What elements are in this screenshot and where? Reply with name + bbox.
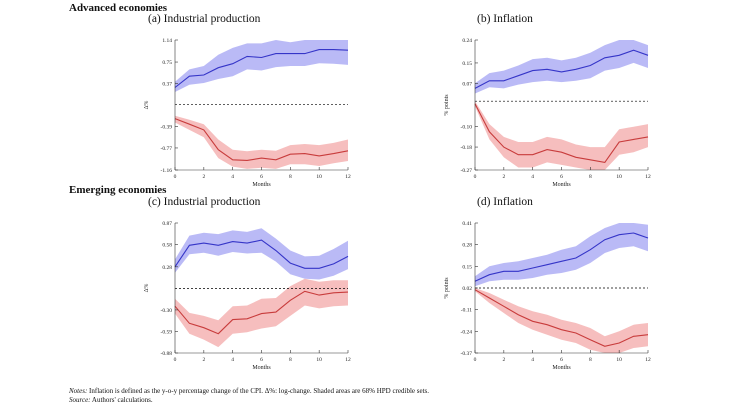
chart-a-xtick-label: 0 bbox=[174, 174, 177, 180]
chart-a-ytick-label: -0.77 bbox=[161, 146, 173, 152]
chart-d-xtick-label: 12 bbox=[645, 357, 651, 363]
chart-b-ylabel: % points bbox=[444, 94, 450, 116]
chart-b-ytick-label: 0.07 bbox=[462, 81, 472, 87]
chart-d-xtick-label: 2 bbox=[502, 357, 505, 363]
panel-title-a: (a) Industrial production bbox=[148, 13, 261, 25]
chart-a-xtick-label: 8 bbox=[289, 174, 292, 180]
chart-a-ytick-label: -1.16 bbox=[161, 168, 173, 174]
chart-b-xtick-label: 0 bbox=[474, 174, 477, 180]
chart-a-negative-band bbox=[175, 115, 348, 169]
section-title-advanced: Advanced economies bbox=[69, 2, 168, 14]
chart-a-ytick-label: 0.75 bbox=[162, 60, 172, 66]
chart-c-ytick-label: 0.58 bbox=[162, 243, 172, 249]
chart-c-xtick-label: 6 bbox=[260, 357, 263, 363]
chart-c-xtick-label: 2 bbox=[202, 357, 205, 363]
chart-b-positive-line bbox=[474, 49, 649, 89]
notes-label: Notes: bbox=[69, 387, 88, 395]
chart-b: -0.27 -0.18 -0.10 0.07 0.15 0.24 0 2 4 6 8 10 12 Mont… bbox=[444, 38, 651, 188]
chart-a-xtick-label: 2 bbox=[202, 174, 205, 180]
chart-d-negative-band bbox=[475, 288, 648, 353]
chart-a-positive-band bbox=[175, 40, 348, 92]
chart-b-ytick-label: -0.18 bbox=[461, 145, 473, 151]
chart-d-ytick-label: 0.02 bbox=[462, 286, 472, 292]
chart-c-xtick-label: 12 bbox=[345, 357, 351, 363]
notes-text: Inflation is defined as the y-o-y percen… bbox=[89, 387, 430, 395]
chart-b-negative-line bbox=[474, 103, 649, 164]
panel-title-d: (d) Inflation bbox=[477, 196, 533, 208]
chart-b-negative-band bbox=[475, 101, 648, 170]
chart-d-xtick-label: 10 bbox=[616, 357, 622, 363]
chart-d: -0.37 -0.24 -0.11 0.02 0.15 0.28 0.41 0 2 4 6 8 10 12… bbox=[444, 221, 651, 371]
chart-d-xtick-label: 0 bbox=[474, 357, 477, 363]
chart-c-ytick-label: 0.28 bbox=[162, 265, 172, 271]
chart-a-xtick-label: 6 bbox=[260, 174, 263, 180]
chart-d-ytick-label: -0.11 bbox=[461, 308, 473, 314]
chart-c-positive-line bbox=[174, 239, 349, 269]
chart-b-xlabel: Months bbox=[552, 182, 571, 188]
chart-b-ytick-label: 0.24 bbox=[462, 38, 472, 44]
chart-d-ytick-label: 0.41 bbox=[462, 221, 472, 227]
chart-b-ytick-label: -0.27 bbox=[461, 168, 473, 174]
chart-c-negative-band bbox=[175, 278, 348, 348]
chart-c-ylabel: Δ% bbox=[144, 284, 150, 293]
chart-a-ytick-label: -0.39 bbox=[161, 124, 173, 130]
chart-b-xtick-label: 10 bbox=[616, 174, 622, 180]
chart-d-ytick-label: 0.15 bbox=[462, 264, 472, 270]
chart-a-ylabel: Δ% bbox=[144, 101, 150, 110]
chart-b-ytick-label: -0.10 bbox=[461, 125, 473, 131]
chart-c-negative-line bbox=[174, 290, 349, 335]
panel-title-c: (c) Industrial production bbox=[148, 196, 261, 208]
chart-c-xtick-label: 0 bbox=[174, 357, 177, 363]
chart-c-positive-band bbox=[175, 228, 348, 280]
chart-d-ytick-label: 0.28 bbox=[462, 243, 472, 249]
chart-d-xlabel: Months bbox=[552, 365, 571, 371]
chart-a-xtick-label: 4 bbox=[231, 174, 234, 180]
chart-d-xtick-label: 6 bbox=[560, 357, 563, 363]
chart-b-xtick-label: 6 bbox=[560, 174, 563, 180]
chart-a-ytick-label: 0.37 bbox=[162, 82, 172, 88]
chart-b-xtick-label: 8 bbox=[589, 174, 592, 180]
chart-d-ytick-label: -0.24 bbox=[461, 329, 473, 335]
chart-d-ytick-label: -0.37 bbox=[461, 351, 473, 357]
chart-b-xtick-label: 2 bbox=[502, 174, 505, 180]
chart-a: -1.16 -0.77 -0.39 0.37 0.75 1.14 0 2 4 6 8 10 12 Mont… bbox=[144, 38, 351, 188]
chart-c-xtick-label: 10 bbox=[316, 357, 322, 363]
chart-a-xlabel: Months bbox=[252, 182, 271, 188]
chart-c-ytick-label: -0.59 bbox=[161, 329, 173, 335]
section-title-emerging: Emerging economies bbox=[69, 184, 167, 196]
chart-c-ytick-label: -0.88 bbox=[161, 351, 173, 357]
chart-d-negative-line bbox=[474, 289, 649, 347]
panel-title-b: (b) Inflation bbox=[477, 13, 533, 25]
chart-d-positive-line bbox=[474, 232, 649, 282]
source-text: Authors' calculations. bbox=[91, 396, 153, 404]
chart-c-ytick-label: 0.87 bbox=[162, 221, 172, 227]
source-label: Source: bbox=[69, 396, 91, 404]
chart-d-positive-band bbox=[475, 223, 648, 287]
chart-a-ytick-label: 1.14 bbox=[162, 38, 172, 44]
chart-d-ylabel: % points bbox=[444, 277, 450, 299]
chart-d-xtick-label: 8 bbox=[589, 357, 592, 363]
chart-a-negative-line bbox=[174, 118, 349, 161]
chart-c-xtick-label: 8 bbox=[289, 357, 292, 363]
chart-c-xlabel: Months bbox=[252, 365, 271, 371]
chart-c: -0.88 -0.59 -0.30 0.28 0.58 0.87 0 2 4 6 8 10 12 Mont… bbox=[144, 221, 351, 371]
chart-b-xtick-label: 4 bbox=[531, 174, 534, 180]
chart-c-xtick-label: 4 bbox=[231, 357, 234, 363]
chart-a-xtick-label: 10 bbox=[316, 174, 322, 180]
chart-d-xtick-label: 4 bbox=[531, 357, 534, 363]
chart-a-xtick-label: 12 bbox=[345, 174, 351, 180]
chart-c-ytick-label: -0.30 bbox=[161, 308, 173, 314]
chart-b-xtick-label: 12 bbox=[645, 174, 651, 180]
chart-b-positive-band bbox=[475, 40, 648, 94]
chart-b-ytick-label: 0.15 bbox=[462, 61, 472, 67]
notes: Notes: Inflation is defined as the y-o-y… bbox=[69, 387, 429, 405]
chart-a-positive-line bbox=[174, 49, 349, 88]
